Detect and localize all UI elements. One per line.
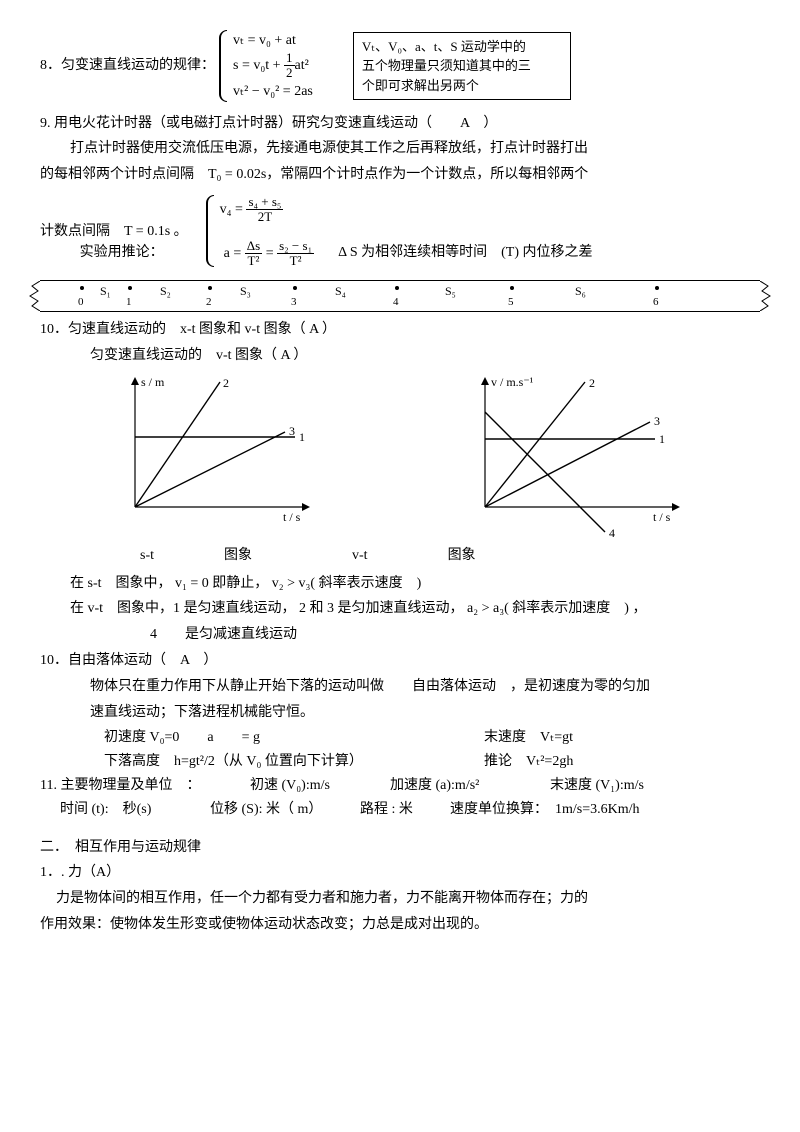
item9-l2: 打点计时器使用交流低压电源，先接通电源使其工作之后再释放纸，打点计时器打出 [40,137,760,161]
item10b-l3a: 初速度 V₀=0 a = g [104,726,484,750]
tape-dot-label: 2 [206,293,212,312]
tape-segment-label: S₃ [240,281,251,301]
tape-dot [510,286,514,290]
tape-dot-label: 6 [653,293,659,312]
tape-segment-label: S₂ [160,281,171,301]
item10b-l4a: 下落高度 h=gt²/2（从 V₀ 位置向下计算） [104,750,484,774]
item9-l3: 的每相邻两个计时点间隔 T₀ = 0.02s，常隔四个计时点作为一个计数点，所以… [40,163,760,187]
svg-text:1: 1 [299,430,305,444]
zigzag-left-icon [28,281,40,311]
svg-text:s / m: s / m [141,375,165,389]
item10b-l2: 速直线运动；下落进程机械能守恒。 [40,701,760,725]
tape-dot-label: 4 [393,293,399,312]
item11-l2d: 速度单位换算： 1m/s=3.6Km/h [450,798,640,822]
charts-row: s / m t / s 1 2 3 v / m.s⁻¹ t / s 1 2 3 4 [40,372,760,542]
tape-dot [395,286,399,290]
brace-icon [219,30,227,102]
paper-tape: 0 1 2 3 4 5 6 S₁ S₂ S₃ S₄ S₅ S₆ [40,280,760,312]
item11-l1a: 11. 主要物理量及单位 ： [40,774,250,798]
item8-note: Vₜ、V₀、a、t、S 运动学中的 五个物理量只须知道其中的三 个即可求解出另两… [353,32,571,101]
svg-text:2: 2 [223,376,229,390]
sec2-title: 二． 相互作用与运动规律 [40,836,760,860]
item10a-n1: 在 s-t 图象中， v₁ = 0 即静止， v₂ > v₃( 斜率表示速度 ) [40,572,760,596]
item10b-title: 10．自由落体运动（ A ） [40,649,760,673]
tape-segment-label: S₁ [100,281,111,301]
svg-text:t / s: t / s [283,510,301,522]
eq-vt: vₜ = v₀ + at [233,30,313,51]
item8-formulas: vₜ = v₀ + at s = v₀t + 12at² vₜ² − v₀² =… [233,30,313,102]
tape-dot [655,286,659,290]
svg-text:4: 4 [609,526,615,540]
tape-segment-label: S₆ [575,281,586,301]
svg-text:v / m.s⁻¹: v / m.s⁻¹ [491,375,534,389]
sec2-i1-l2: 作用效果：使物体发生形变或使物体运动状态改变；力总是成对出现的。 [40,913,760,937]
svg-text:t / s: t / s [653,510,671,524]
sec2-i1-l1: 力是物体间的相互作用，任一个力都有受力者和施力者，力不能离开物体而存在；力的 [40,887,760,911]
svg-text:3: 3 [289,424,295,438]
item10a-l1: 10．匀速直线运动的 x-t 图象和 v-t 图象（ A ） [40,318,760,342]
item11-l1d: 末速度 (V₁):m/s [550,774,644,798]
eq-s: s = v₀t + 12at² [233,51,313,81]
item9-l5b: Δ S 为相邻连续相等时间 (T) 内位移之差 [338,241,592,265]
item11-l1c: 加速度 (a):m/s² [390,774,550,798]
tape-dot [128,286,132,290]
tape-dot-label: 1 [126,293,132,312]
tape-dot-label: 5 [508,293,514,312]
tape-dot [293,286,297,290]
zigzag-right-icon [760,281,772,311]
item-8: 8．匀变速直线运动的规律： vₜ = v₀ + at s = v₀t + 12a… [40,30,760,102]
item8-label: 8．匀变速直线运动的规律： [40,54,215,78]
tape-dot [208,286,212,290]
item11-l2c: 路程 : 米 [360,798,450,822]
item10b-l4b: 推论 Vₜ²=2gh [484,750,573,774]
sec2-i1-title: 1．. 力（A） [40,861,760,885]
item9-l5a: 实验用推论： [80,241,164,265]
vt-chart: v / m.s⁻¹ t / s 1 2 3 4 [465,372,685,542]
item11-l1b: 初速 (V₀):m/s [250,774,390,798]
tape-dot-label: 3 [291,293,297,312]
item9-l4a: 计数点间隔 T = 0.1s 。 [40,220,188,244]
svg-text:2: 2 [589,376,595,390]
brace-icon [206,195,214,267]
tape-dot-label: 0 [78,293,84,312]
item11-l2b: 位移 (S): 米（ m） [210,798,360,822]
tape-segment-label: S₅ [445,281,456,301]
eq-a: a = ΔsT² = s₂ − s₁T² [224,239,314,269]
item10a-n2: 在 v-t 图象中，1 是匀速直线运动， 2 和 3 是匀加速直线运动， a₂ … [40,597,760,621]
eq-v2: vₜ² − v₀² = 2as [233,81,313,102]
item10a-l2: 匀变速直线运动的 v-t 图象（ A ） [40,344,760,368]
chart-captions: s-t 图象 v-t 图象 [40,544,760,568]
tape-dot [80,286,84,290]
item10b-l3b: 末速度 Vₜ=gt [484,726,573,750]
item10a-n3: 4 是匀减速直线运动 [40,623,760,647]
st-chart: s / m t / s 1 2 3 [115,372,315,522]
tape-segment-label: S₄ [335,281,346,301]
item11-l2a: 时间 (t): 秒(s) [60,798,210,822]
item9-title: 9. 用电火花计时器（或电磁打点计时器）研究匀变速直线运动（ A ） [40,112,760,136]
svg-text:3: 3 [654,414,660,428]
svg-text:1: 1 [659,432,665,446]
eq-v4: v₄ = s₄ + s₅2T [220,195,593,225]
item10b-l1: 物体只在重力作用下从静止开始下落的运动叫做 自由落体运动 ，是初速度为零的匀加 [40,675,760,699]
